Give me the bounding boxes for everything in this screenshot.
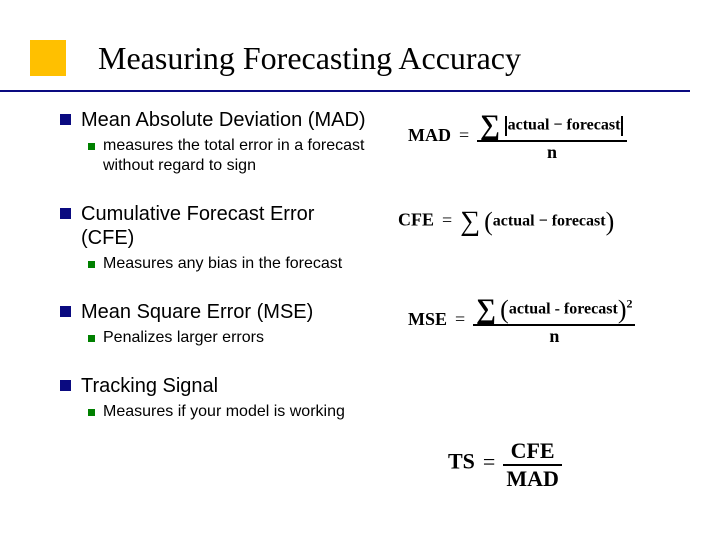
paren-open: ( [484, 207, 493, 236]
item-sub: Measures if your model is working [103, 402, 345, 422]
abs-bar [621, 116, 623, 136]
formula-lhs: MSE [408, 309, 447, 329]
bullet-l1 [60, 114, 71, 125]
fraction: ∑ (actual - forecast)2 n [473, 296, 635, 347]
sigma-icon: ∑ [480, 110, 500, 141]
accent-block [30, 40, 66, 76]
bullet-l1 [60, 380, 71, 391]
formula-num: CFE [508, 438, 558, 464]
formula-den: n [544, 142, 560, 163]
paren-close: ) [606, 207, 615, 236]
formula-inner: actual − forecast [508, 117, 621, 134]
item-heading: Mean Square Error (MSE) [81, 300, 313, 324]
equals-sign: = [459, 125, 469, 145]
formula-inner: actual - forecast [509, 301, 618, 318]
slide-title: Measuring Forecasting Accuracy [98, 40, 521, 77]
formula-ts: TS = CFE MAD [448, 438, 562, 492]
item-sub: Penalizes larger errors [103, 328, 264, 348]
bullet-l2 [88, 261, 95, 268]
equals-sign: = [442, 210, 452, 230]
sigma-icon: ∑ [460, 206, 480, 237]
title-underline [0, 90, 690, 92]
bullet-l2 [88, 143, 95, 150]
paren-open: ( [500, 295, 509, 324]
list-item: Measures any bias in the forecast [60, 254, 680, 274]
item-heading: Tracking Signal [81, 374, 218, 398]
fraction: CFE MAD [503, 438, 562, 492]
bullet-l1 [60, 208, 71, 219]
item-sub: measures the total error in a forecast w… [103, 136, 383, 176]
item-heading: Mean Absolute Deviation (MAD) [81, 108, 366, 132]
formula-mse: MSE = ∑ (actual - forecast)2 n [408, 296, 635, 347]
bullet-l2 [88, 409, 95, 416]
bullet-l2 [88, 335, 95, 342]
formula-mad: MAD = ∑ actual − forecast n [408, 112, 627, 163]
fraction: ∑ actual − forecast n [477, 112, 627, 163]
formula-lhs: CFE [398, 210, 434, 230]
sigma-icon: ∑ [476, 294, 496, 325]
equals-sign: = [483, 449, 495, 474]
item-sub: Measures any bias in the forecast [103, 254, 342, 274]
formula-exp: 2 [626, 296, 632, 310]
item-heading: Cumulative Forecast Error (CFE) [81, 202, 361, 250]
formula-den: n [546, 326, 562, 347]
formula-den: MAD [503, 466, 562, 492]
formula-cfe: CFE = ∑ (actual − forecast) [398, 208, 614, 236]
equals-sign: = [455, 309, 465, 329]
bullet-l1 [60, 306, 71, 317]
abs-bar [505, 116, 507, 136]
list-item: Measures if your model is working [60, 402, 680, 422]
formula-inner: actual − forecast [493, 213, 606, 230]
formula-lhs: MAD [408, 125, 451, 145]
formula-lhs: TS [448, 449, 475, 474]
list-item: Tracking Signal [60, 374, 680, 398]
section-ts: Tracking Signal Measures if your model i… [60, 374, 680, 422]
